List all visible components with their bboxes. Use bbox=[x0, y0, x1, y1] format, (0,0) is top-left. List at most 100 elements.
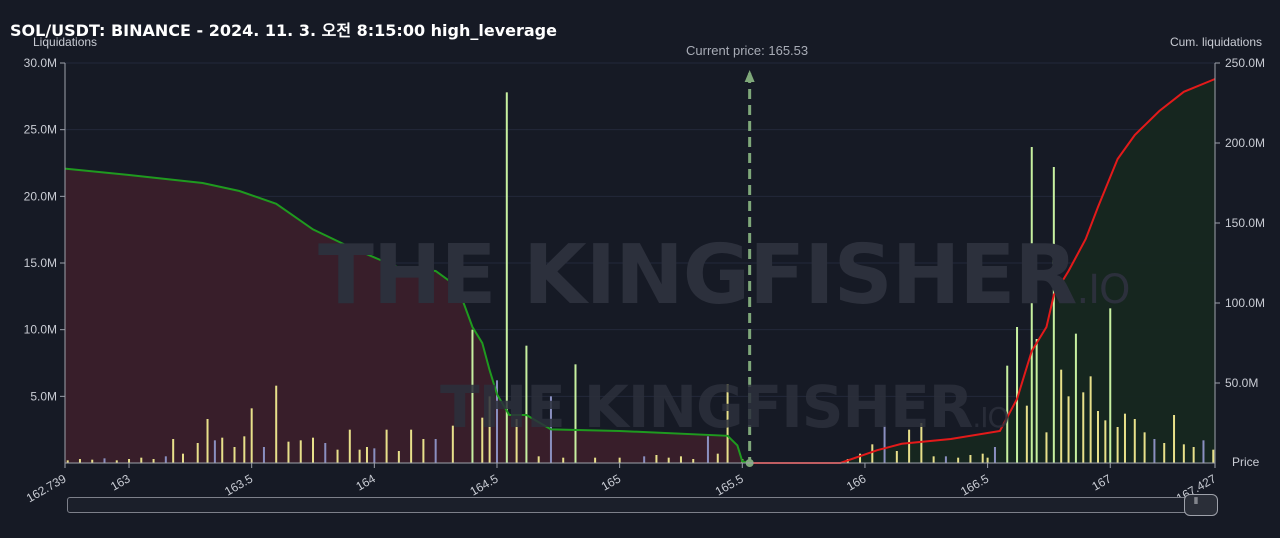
short-cum-area bbox=[749, 79, 1215, 463]
long-liquidation-bar bbox=[336, 449, 339, 463]
long-liquidation-bar bbox=[103, 458, 106, 463]
short-liquidation-bar bbox=[859, 453, 862, 463]
short-liquidation-bar bbox=[993, 447, 996, 463]
short-liquidation-bar bbox=[1045, 432, 1048, 463]
long-liquidation-bar bbox=[471, 329, 474, 463]
long-liquidation-bar bbox=[451, 425, 454, 463]
long-liquidation-bar bbox=[78, 459, 81, 463]
x-tick-label: 167 bbox=[1089, 471, 1114, 493]
long-liquidation-bar bbox=[574, 364, 577, 463]
long-liquidation-bar bbox=[716, 453, 719, 463]
long-liquidation-bar bbox=[243, 436, 246, 463]
long-liquidation-bar bbox=[667, 457, 670, 463]
long-liquidation-bar bbox=[397, 451, 400, 463]
long-liquidation-bar bbox=[213, 440, 216, 463]
y-tick-label: 25.0M bbox=[24, 123, 57, 137]
long-liquidation-bar bbox=[618, 457, 621, 463]
short-liquidation-bar bbox=[969, 455, 972, 463]
long-liquidation-bar bbox=[692, 459, 695, 463]
x-tick-label: 166 bbox=[844, 471, 869, 493]
y-tick-label: 30.0M bbox=[24, 56, 57, 70]
short-liquidation-bar bbox=[1133, 419, 1136, 463]
long-liquidation-bar bbox=[358, 449, 361, 463]
short-liquidation-bar bbox=[1025, 405, 1028, 463]
x-tick-label: 163.5 bbox=[222, 471, 255, 498]
short-liquidation-bar bbox=[1109, 308, 1112, 463]
long-liquidation-bar bbox=[655, 455, 658, 463]
short-liquidation-bar bbox=[981, 453, 984, 463]
short-liquidation-bar bbox=[1123, 413, 1126, 463]
long-liquidation-bar bbox=[164, 456, 167, 463]
long-liquidation-bar bbox=[537, 456, 540, 463]
range-scrollbar-handle[interactable] bbox=[1184, 494, 1218, 516]
short-liquidation-bar bbox=[1182, 444, 1185, 463]
long-liquidation-bar bbox=[495, 380, 498, 463]
long-liquidation-bar bbox=[312, 437, 315, 463]
current-price-arrow bbox=[744, 70, 755, 82]
x-tick-label: 165.5 bbox=[713, 471, 746, 498]
short-liquidation-bar bbox=[1067, 396, 1070, 463]
long-liquidation-bar bbox=[422, 439, 425, 463]
long-liquidation-bar bbox=[365, 447, 368, 463]
short-liquidation-bar bbox=[1104, 420, 1107, 463]
long-liquidation-bar bbox=[196, 443, 199, 463]
short-liquidation-bar bbox=[1016, 327, 1019, 463]
short-liquidation-bar bbox=[957, 457, 960, 463]
long-liquidation-bar bbox=[172, 439, 175, 463]
short-liquidation-bar bbox=[1030, 147, 1033, 463]
short-liquidation-bar bbox=[1035, 339, 1038, 463]
long-liquidation-bar bbox=[525, 345, 528, 463]
long-liquidation-bar bbox=[299, 440, 302, 463]
short-liquidation-bar bbox=[1143, 432, 1146, 463]
long-liquidation-bar bbox=[643, 456, 646, 463]
range-scrollbar[interactable] bbox=[67, 497, 1217, 513]
long-liquidation-bar bbox=[481, 417, 484, 463]
long-liquidation-bar bbox=[324, 443, 327, 463]
long-liquidation-bar bbox=[128, 459, 131, 463]
long-liquidation-bar bbox=[515, 419, 518, 463]
watermark-logo-small: THE KINGFISHER.IO bbox=[440, 373, 1010, 441]
short-liquidation-bar bbox=[883, 425, 886, 463]
short-liquidation-bar bbox=[920, 423, 923, 463]
long-liquidation-bar bbox=[206, 419, 209, 463]
y2-tick-label: 100.0M bbox=[1225, 296, 1265, 310]
cum-long-line bbox=[64, 167, 750, 464]
short-liquidation-bar bbox=[1082, 392, 1085, 463]
short-liquidation-bar bbox=[986, 457, 989, 463]
short-liquidation-bar bbox=[908, 429, 911, 463]
current-price-label: Current price: 165.53 bbox=[686, 43, 809, 58]
y2-tick-label: 200.0M bbox=[1225, 136, 1265, 150]
chart-title: SOL/USDT: BINANCE - 2024. 11. 3. 오전 8:15… bbox=[10, 21, 557, 40]
watermark-logo: THE KINGFISHER.IO bbox=[318, 228, 1130, 323]
short-liquidation-bar bbox=[1173, 415, 1176, 463]
cum-short-line bbox=[749, 78, 1216, 464]
short-liquidation-bar bbox=[1060, 369, 1063, 463]
short-liquidation-bar bbox=[932, 456, 935, 463]
short-liquidation-bar bbox=[1096, 411, 1099, 463]
short-liquidation-bar bbox=[1074, 333, 1077, 463]
long-liquidation-bar bbox=[181, 453, 184, 463]
long-liquidation-bar bbox=[505, 92, 508, 463]
x-tick-label: 163 bbox=[108, 471, 133, 493]
y-tick-label: 20.0M bbox=[24, 189, 57, 203]
y-tick-label: 15.0M bbox=[24, 256, 57, 270]
x-tick-label: 166.5 bbox=[958, 471, 991, 498]
long-liquidation-bar bbox=[262, 447, 265, 463]
x-tick-label: 164.5 bbox=[467, 471, 500, 498]
long-liquidation-bar bbox=[233, 447, 236, 463]
short-liquidation-bar bbox=[871, 444, 874, 463]
long-liquidation-bar bbox=[373, 448, 376, 463]
short-liquidation-bar bbox=[1163, 443, 1166, 463]
long-liquidation-bar bbox=[706, 436, 709, 463]
long-cum-area bbox=[65, 168, 750, 463]
long-liquidation-bar bbox=[140, 457, 143, 463]
long-liquidation-bar bbox=[250, 408, 253, 463]
long-liquidation-bar bbox=[66, 460, 69, 463]
y2-tick-label: 150.0M bbox=[1225, 216, 1265, 230]
short-liquidation-bar bbox=[1089, 376, 1092, 463]
long-liquidation-bar bbox=[221, 437, 224, 463]
short-liquidation-bar bbox=[1052, 167, 1055, 463]
long-liquidation-bar bbox=[275, 385, 278, 463]
long-liquidation-bar bbox=[488, 396, 491, 463]
y-tick-label: 5.0M bbox=[30, 389, 57, 403]
